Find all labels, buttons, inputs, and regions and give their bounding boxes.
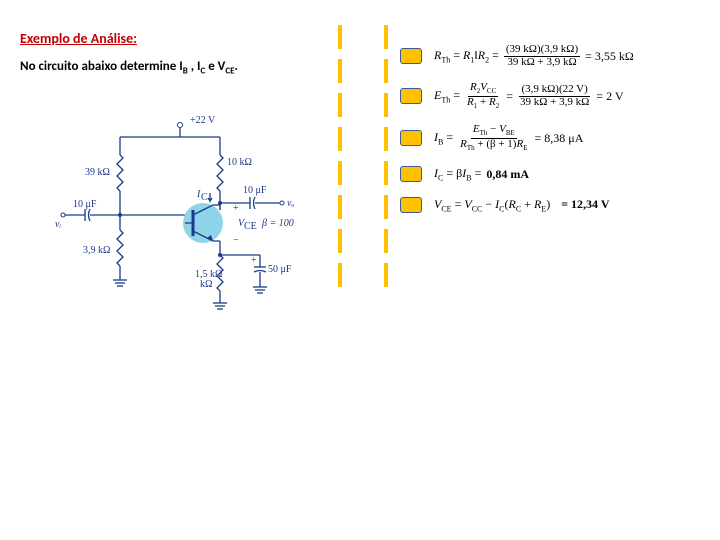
vo-label: vₒ bbox=[287, 198, 294, 209]
prompt-t1: No circuito abaixo determine I bbox=[20, 59, 183, 74]
beta-label: β = 100 bbox=[261, 218, 294, 229]
ib-result: = 8,38 μA bbox=[535, 131, 584, 146]
bullet-icon bbox=[400, 48, 422, 64]
svg-text:C: C bbox=[201, 192, 208, 203]
eth-den: 39 kΩ + 3,9 kΩ bbox=[518, 97, 591, 109]
vertical-divider-2 bbox=[384, 25, 388, 297]
step-ib: IB = ETh − VBERTh + (β + 1)RE = 8,38 μA bbox=[400, 124, 710, 152]
problem-statement: No circuito abaixo determine IB , IC e V… bbox=[20, 58, 325, 78]
svg-text:+: + bbox=[251, 255, 257, 266]
vcc-label: +22 V bbox=[190, 115, 216, 126]
r1-label: 39 kΩ bbox=[85, 167, 110, 178]
cin-label: 10 μF bbox=[73, 199, 97, 210]
prompt-t2: , I bbox=[188, 59, 201, 74]
step-ic: IC = βIB = 0,84 mA bbox=[400, 166, 710, 182]
eth-num: (3,9 kΩ)(22 V) bbox=[519, 84, 589, 97]
step-vce: VCE = VCC − IC(RC + RE) = 12,34 V bbox=[400, 197, 710, 213]
step-eth: ETh = R2VCCR1 + R2 = (3,9 kΩ)(22 V)39 kΩ… bbox=[400, 82, 710, 110]
rth-den: 39 kΩ + 3,9 kΩ bbox=[505, 57, 578, 69]
prompt-dot: . bbox=[235, 59, 238, 74]
eth-result: = 2 V bbox=[596, 89, 623, 104]
rth-result: = 3,55 kΩ bbox=[585, 49, 634, 64]
solution-steps: RTh = R1‖R2 = (39 kΩ)(3,9 kΩ)39 kΩ + 3,9… bbox=[400, 44, 710, 227]
cout-label: 10 μF bbox=[243, 185, 267, 196]
bullet-icon bbox=[400, 197, 422, 213]
circuit-diagram: +22 V 39 kΩ 10 kΩ I C 3,9 kΩ 10 μF vᵢ bbox=[55, 115, 305, 335]
vi-label: vᵢ bbox=[55, 219, 61, 230]
svg-text:−: − bbox=[233, 235, 239, 246]
ic-result: 0,84 mA bbox=[486, 167, 529, 182]
ce-label: 50 μF bbox=[268, 264, 292, 275]
sub-ce: CE bbox=[225, 66, 234, 77]
bullet-icon bbox=[400, 88, 422, 104]
bullet-icon bbox=[400, 130, 422, 146]
vce-result: = 12,34 V bbox=[561, 197, 609, 212]
bullet-icon bbox=[400, 166, 422, 182]
vertical-divider-1 bbox=[338, 25, 342, 297]
svg-text:kΩ: kΩ bbox=[200, 279, 212, 290]
rc-label: 10 kΩ bbox=[227, 157, 252, 168]
r2-label: 3,9 kΩ bbox=[83, 245, 110, 256]
svg-text:+: + bbox=[233, 203, 239, 214]
svg-text:CE: CE bbox=[244, 221, 257, 232]
step-rth: RTh = R1‖R2 = (39 kΩ)(3,9 kΩ)39 kΩ + 3,9… bbox=[400, 44, 710, 68]
rth-num: (39 kΩ)(3,9 kΩ) bbox=[504, 44, 580, 57]
page-title: Exemplo de Análise: bbox=[20, 30, 137, 47]
prompt-t3: e V bbox=[205, 59, 225, 74]
